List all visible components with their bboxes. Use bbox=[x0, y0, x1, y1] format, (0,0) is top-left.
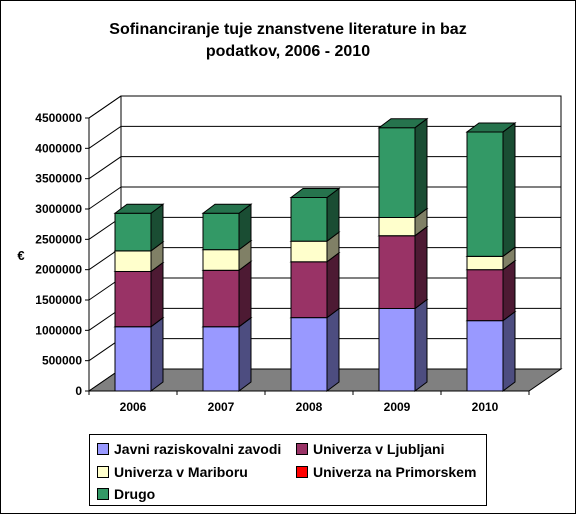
legend-swatch bbox=[97, 443, 109, 455]
bar-univerza-v-ljubljani-2008-side bbox=[326, 251, 340, 319]
legend-entry: Javni raziskovalni zavodi bbox=[97, 439, 281, 459]
chart-title-line-1: Sofinanciranje tuje znanstvene literatur… bbox=[109, 21, 467, 38]
bar-univerza-v-mariboru-2006-front bbox=[114, 250, 152, 272]
legend-entry: Univerza na Primorskem bbox=[296, 462, 476, 482]
chart-title-line-2: podatkov, 2006 - 2010 bbox=[205, 43, 371, 60]
bar-drugo-2010-side bbox=[502, 121, 516, 258]
bar-javni-raziskovalni-zavodi-2010-front bbox=[466, 320, 504, 392]
bar-univerza-v-mariboru-2009-front bbox=[378, 216, 416, 237]
y-tick-label: 2500000 bbox=[35, 232, 82, 246]
bar-drugo-2006-top bbox=[113, 203, 165, 214]
bar-javni-raziskovalni-zavodi-2007-front bbox=[202, 326, 240, 392]
y-tick-label: 3500000 bbox=[35, 172, 82, 186]
bar-univerza-v-ljubljani-2006-side bbox=[150, 261, 164, 328]
bar-javni-raziskovalni-zavodi-2009-side bbox=[414, 298, 428, 392]
x-tick-label: 2006 bbox=[120, 400, 147, 414]
bar-drugo-2006-front bbox=[114, 212, 152, 252]
x-tick-label: 2009 bbox=[384, 400, 411, 414]
legend-label: Univerza na Primorskem bbox=[313, 464, 477, 480]
bar-javni-raziskovalni-zavodi-2010-side bbox=[502, 310, 516, 392]
y-tick-label: 0 bbox=[75, 384, 82, 398]
y-tick-label: 500000 bbox=[42, 354, 82, 368]
bar-javni-raziskovalni-zavodi-2008-side bbox=[326, 307, 340, 392]
legend-swatch bbox=[296, 466, 308, 478]
gridline bbox=[88, 95, 561, 119]
bar-univerza-v-ljubljani-2008-front bbox=[290, 261, 328, 319]
legend: Javni raziskovalni zavodi Univerza v Ljub… bbox=[89, 434, 487, 506]
bar-javni-raziskovalni-zavodi-2008-front bbox=[290, 317, 328, 392]
bar-univerza-v-ljubljani-2009-side bbox=[414, 225, 428, 310]
legend-swatch bbox=[296, 443, 308, 455]
bar-univerza-v-ljubljani-2010-front bbox=[466, 269, 504, 322]
bar-drugo-2009-front bbox=[378, 127, 416, 218]
bar-drugo-2007-top bbox=[201, 203, 253, 214]
legend-label: Drugo bbox=[114, 486, 156, 502]
y-tick-label: 4000000 bbox=[35, 141, 82, 155]
y-tick-label: 1000000 bbox=[35, 323, 82, 337]
bar-univerza-v-ljubljani-2007-side bbox=[238, 260, 252, 328]
y-tick-label: 3000000 bbox=[35, 202, 82, 216]
bar-univerza-v-mariboru-2007-front bbox=[202, 249, 240, 271]
bar-drugo-2010-top bbox=[465, 122, 517, 133]
chart-title: Sofinanciranje tuje znanstvene literatur… bbox=[1, 19, 575, 63]
bar-drugo-2009-side bbox=[414, 117, 428, 219]
bar-univerza-v-ljubljani-2009-front bbox=[378, 235, 416, 309]
bar-drugo-2008-front bbox=[290, 196, 328, 242]
bar-univerza-v-ljubljani-2006-front bbox=[114, 270, 152, 328]
legend-entry: Univerza v Ljubljani bbox=[296, 439, 444, 459]
bar-javni-raziskovalni-zavodi-2006-side bbox=[150, 316, 164, 392]
bar-drugo-2007-front bbox=[202, 212, 240, 251]
bar-drugo-2008-top bbox=[289, 187, 341, 198]
legend-swatch bbox=[97, 466, 109, 478]
bar-univerza-v-ljubljani-2007-front bbox=[202, 269, 240, 328]
bar-univerza-v-mariboru-2008-front bbox=[290, 240, 328, 263]
bar-javni-raziskovalni-zavodi-2009-front bbox=[378, 307, 416, 392]
legend-entry: Univerza v Mariboru bbox=[97, 462, 248, 482]
bar-javni-raziskovalni-zavodi-2007-side bbox=[238, 316, 252, 392]
x-tick-label: 2007 bbox=[208, 400, 235, 414]
legend-label: Univerza v Mariboru bbox=[114, 464, 248, 480]
bar-drugo-2009-top bbox=[377, 118, 429, 129]
legend-label: Univerza v Ljubljani bbox=[313, 441, 445, 457]
y-axis-label: € bbox=[17, 248, 24, 263]
legend-label: Javni raziskovalni zavodi bbox=[114, 441, 282, 457]
y-tick-label: 4500000 bbox=[35, 111, 82, 125]
bar-univerza-v-mariboru-2010-front bbox=[466, 255, 504, 271]
bar-univerza-v-ljubljani-2010-side bbox=[502, 259, 516, 322]
legend-swatch bbox=[97, 488, 109, 500]
y-tick-label: 2000000 bbox=[35, 263, 82, 277]
legend-entry: Drugo bbox=[97, 484, 155, 504]
y-tick-label: 1500000 bbox=[35, 293, 82, 307]
x-tick-label: 2008 bbox=[296, 400, 323, 414]
x-tick-label: 2010 bbox=[472, 400, 499, 414]
bar-drugo-2010-front bbox=[466, 131, 504, 257]
bar-javni-raziskovalni-zavodi-2006-front bbox=[114, 326, 152, 392]
